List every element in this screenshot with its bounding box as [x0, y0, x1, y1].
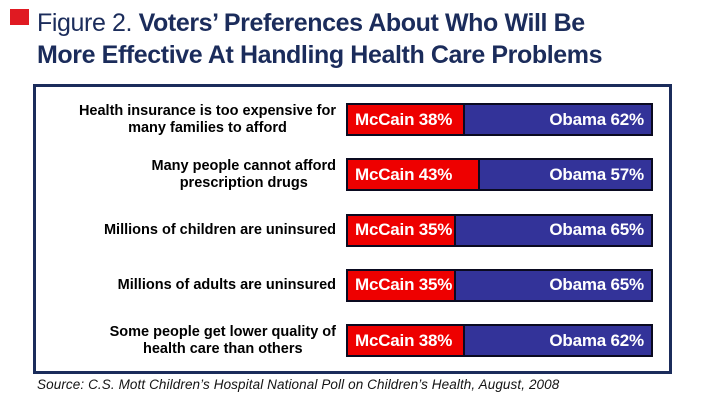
source-note: Source: C.S. Mott Children’s Hospital Na…: [37, 377, 560, 392]
row-label: Some people get lower quality of health c…: [36, 324, 336, 358]
stacked-bar: McCain 38% Obama 62%: [346, 324, 653, 357]
mccain-segment: McCain 38%: [348, 105, 464, 134]
obama-value-label: Obama 57%: [549, 164, 644, 184]
stacked-bar: McCain 35% Obama 65%: [346, 268, 653, 302]
mccain-value-label: McCain 35%: [355, 220, 453, 239]
category-label: Millions of adults are uninsured: [117, 276, 336, 293]
obama-value-label: Obama 62%: [549, 109, 644, 129]
mccain-segment: McCain 43%: [348, 160, 479, 190]
obama-value-label: Obama 65%: [549, 220, 644, 239]
row-label: Millions of adults are uninsured: [36, 277, 336, 294]
mccain-value-label: McCain 35%: [355, 275, 453, 295]
bar-row: Health insurance is too expensive for man…: [36, 103, 669, 136]
mccain-value-label: McCain 43%: [355, 164, 453, 184]
mccain-segment: McCain 38%: [348, 326, 464, 355]
obama-segment: Obama 65%: [454, 215, 651, 245]
figure-title: Figure 2. Voters’ Preferences About Who …: [37, 7, 687, 71]
figure-title-line1: Voters’ Preferences About Who Will Be: [138, 9, 586, 37]
obama-value-label: Obama 65%: [549, 275, 644, 295]
bar-row: Many people cannot afford prescription dr…: [36, 157, 669, 192]
mccain-value-label: McCain 38%: [355, 330, 453, 350]
row-label: Millions of children are uninsured: [36, 222, 336, 239]
stacked-bar: McCain 35% Obama 65%: [346, 213, 653, 247]
stacked-bar: McCain 43% Obama 57%: [346, 158, 653, 192]
category-label: Millions of children are uninsured: [103, 221, 336, 238]
figure-title-prefix: Figure 2.: [37, 9, 139, 37]
mccain-segment: McCain 35%: [348, 270, 455, 300]
obama-value-label: Obama 62%: [549, 330, 644, 350]
obama-segment: Obama 57%: [478, 160, 651, 190]
bar-row: Millions of children are uninsured McCai…: [36, 213, 669, 247]
mccain-value-label: McCain 38%: [355, 109, 453, 129]
row-label: Health insurance is too expensive for man…: [36, 103, 336, 137]
bar-row: Some people get lower quality of health c…: [36, 324, 669, 357]
category-label: Health insurance is too expensive for man…: [78, 102, 336, 136]
title-marker-square: [10, 9, 29, 25]
row-label: Many people cannot afford prescription dr…: [36, 157, 337, 192]
category-label: Many people cannot afford prescription dr…: [151, 157, 337, 191]
bar-row: Millions of adults are uninsured McCain …: [36, 268, 669, 302]
figure-title-line2: More Effective At Handling Health Care P…: [37, 41, 603, 69]
mccain-segment: McCain 35%: [348, 215, 455, 245]
obama-segment: Obama 65%: [454, 270, 651, 300]
chart-frame: Health insurance is too expensive for man…: [33, 84, 672, 374]
obama-segment: Obama 62%: [463, 105, 651, 134]
category-label: Some people get lower quality of health c…: [109, 323, 336, 357]
obama-segment: Obama 62%: [463, 326, 651, 355]
stacked-bar: McCain 38% Obama 62%: [346, 103, 653, 136]
